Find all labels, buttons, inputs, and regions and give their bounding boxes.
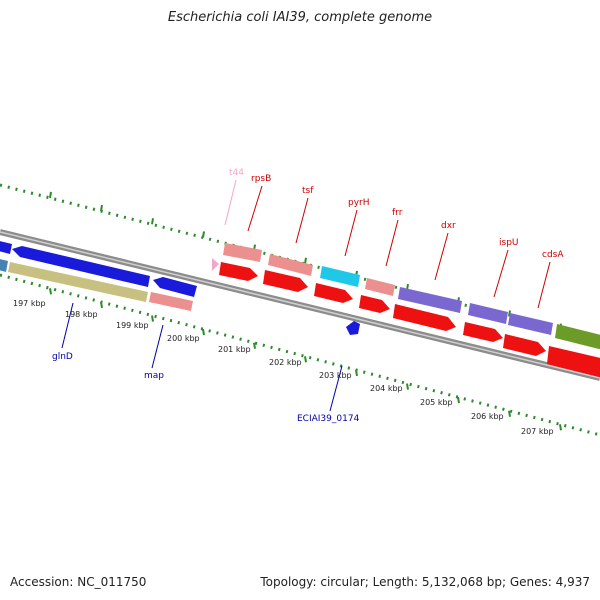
major-tick — [151, 218, 154, 225]
map-title: Escherichia coli IAI39, complete genome — [167, 10, 433, 25]
tick-label: 202 kbp — [269, 358, 302, 367]
feature-frr-rna — [365, 278, 395, 296]
genome-stats-text: Topology: circular; Length: 5,132,068 bp… — [260, 575, 590, 589]
tick-label: 198 kbp — [65, 310, 98, 319]
gene-label-frr: frr — [392, 208, 403, 218]
cds-arrow-cdsA — [503, 334, 546, 356]
feature-olive-rna — [8, 262, 148, 302]
feature-steelblue-edge — [0, 259, 8, 272]
gene-label-cdsA: cdsA — [542, 250, 564, 260]
feature-blue-left-edge — [0, 241, 12, 254]
gene-label-map: map — [144, 371, 164, 381]
tick-label: 199 kbp — [116, 321, 149, 330]
gene-labels-bottom: glnD map ECIAI39_0174 — [52, 352, 360, 424]
major-tick — [202, 328, 205, 336]
tick-label: 203 kbp — [319, 371, 352, 380]
tick-label: 197 kbp — [13, 299, 46, 308]
feature-ECIAI39-0174 — [346, 321, 360, 335]
tick-label: 201 kbp — [218, 345, 251, 354]
major-tick — [457, 396, 460, 404]
plus-strand-features — [212, 243, 600, 378]
feature-dxr-purple — [398, 287, 462, 313]
gene-label-glnD: glnD — [52, 352, 73, 362]
ruler-labels: 197 kbp 198 kbp 199 kbp 200 kbp 201 kbp … — [13, 299, 554, 436]
major-tick — [304, 356, 307, 363]
gene-label-tsf: tsf — [302, 186, 314, 196]
major-tick — [559, 424, 562, 431]
feature-pink-rna — [149, 292, 193, 311]
feature-map-arrow — [153, 277, 197, 297]
tick-label: 205 kbp — [420, 398, 453, 407]
major-tick — [304, 257, 307, 264]
cds-arrow-ispU — [463, 322, 503, 342]
major-tick — [508, 410, 511, 417]
major-tick — [49, 191, 52, 199]
accession-text: Accession: NC_011750 — [10, 575, 147, 589]
cds-arrow-pyrH — [314, 283, 353, 303]
label-leaders — [61, 179, 551, 412]
gene-label-t44: t44 — [229, 168, 244, 178]
feature-tsf-rna — [268, 254, 313, 276]
major-tick — [253, 342, 256, 349]
cds-arrow-tsf — [263, 270, 308, 292]
tick-label: 206 kbp — [471, 412, 504, 421]
major-tick — [406, 383, 409, 390]
feature-glnD-arrow — [12, 246, 150, 287]
major-tick — [508, 310, 511, 317]
tick-label: 207 kbp — [521, 427, 554, 436]
feature-t44-trna — [212, 258, 219, 271]
feature-pyrH-cyan — [320, 266, 360, 287]
gene-label-rpsB: rpsB — [251, 174, 271, 184]
major-tick — [151, 315, 154, 322]
tick-label: 200 kbp — [167, 334, 200, 343]
feature-olive-right — [555, 324, 600, 350]
gene-label-pyrH: pyrH — [348, 198, 370, 208]
major-tick — [49, 288, 52, 295]
major-tick — [355, 369, 358, 377]
cds-arrow-rpsB — [219, 262, 258, 281]
major-tick — [202, 231, 205, 238]
feature-cdsA-purple — [508, 313, 553, 335]
tick-label: 204 kbp — [370, 384, 403, 393]
gene-label-ECIAI39-0174: ECIAI39_0174 — [297, 414, 360, 424]
cds-arrow-right-edge — [547, 346, 600, 378]
gene-label-dxr: dxr — [441, 221, 456, 231]
major-tick — [100, 204, 103, 212]
gene-labels-top: t44 rpsB tsf pyrH frr dxr ispU cdsA — [229, 168, 564, 260]
feature-rpsB-rna — [223, 243, 262, 262]
cds-arrow-frr — [359, 295, 390, 313]
major-tick — [100, 301, 103, 309]
feature-ispU-purple — [468, 303, 508, 324]
gene-label-ispU: ispU — [499, 238, 519, 248]
cds-arrow-dxr — [393, 304, 456, 331]
minus-strand-features — [0, 241, 197, 311]
